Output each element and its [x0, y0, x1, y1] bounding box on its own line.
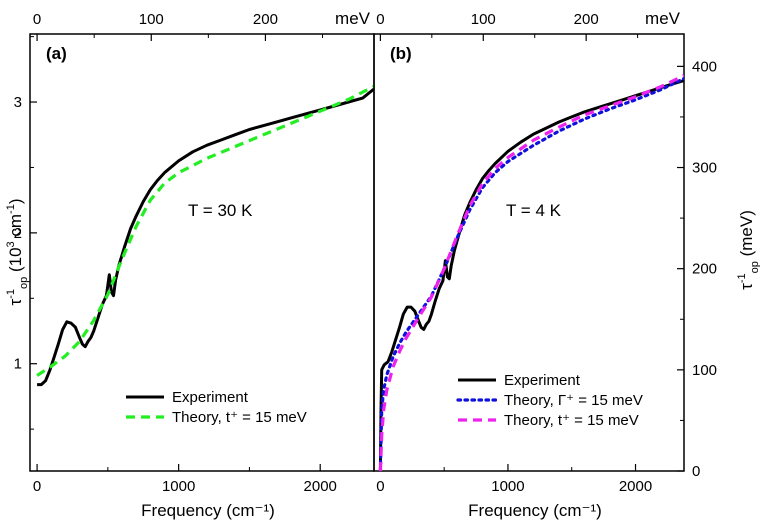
- ylabel-sup: -1: [736, 273, 748, 283]
- ylabel-tau: τ: [737, 283, 756, 290]
- ylabel-sub: op: [18, 277, 30, 289]
- temperature-annotation: T = 30 K: [188, 201, 253, 220]
- x-tick-label: 1000: [162, 478, 195, 495]
- ylabel-exp: 3: [5, 241, 17, 247]
- y-tick-label: 400: [692, 58, 717, 75]
- top-tick-label: 200: [574, 11, 599, 28]
- plot-frame-1: [373, 33, 685, 472]
- y-tick-label: 300: [692, 160, 717, 177]
- top-tick-label: 200: [253, 11, 278, 28]
- top-axis-unit: meV: [645, 9, 681, 28]
- x-tick-label: 2000: [619, 478, 652, 495]
- y-tick-label: 3: [14, 94, 22, 111]
- y-axis-label-right: τ-1op (meV): [736, 210, 760, 290]
- legend-label: Experiment: [172, 389, 249, 406]
- y-tick-label: 100: [692, 362, 717, 379]
- x-axis-label: Frequency (cm⁻¹): [141, 501, 275, 520]
- legend-label: Experiment: [504, 372, 581, 389]
- top-axis-unit: meV: [335, 9, 371, 28]
- ylabel-sup: -1: [5, 289, 17, 299]
- x-axis-label: Frequency (cm⁻¹): [468, 501, 602, 520]
- series-line-theory: [36, 84, 374, 377]
- top-tick-label: 0: [33, 11, 41, 28]
- x-tick-label: 1000: [491, 478, 524, 495]
- legend-label: Theory, t⁺ = 15 meV: [172, 409, 307, 426]
- series-line-theory: [378, 76, 684, 471]
- panel-b: 0 1000 2000 0 100 200 meV Frequency (cm⁻¹) 0 100 2…: [373, 9, 760, 520]
- y-tick-label: 0: [692, 463, 700, 480]
- ylabel-close: ): [6, 198, 25, 204]
- series-line-experiment: [378, 79, 684, 471]
- ylabel-rest: (10: [6, 247, 25, 276]
- y-tick-label: 200: [692, 261, 717, 278]
- temperature-annotation: T = 4 K: [506, 201, 562, 220]
- ylabel-sub: op: [749, 261, 760, 273]
- x-tick-label: 0: [33, 478, 41, 495]
- ylabel-rest: (meV): [737, 210, 756, 261]
- legend-label: Theory, t⁺ = 15 meV: [504, 412, 639, 429]
- ylabel-unit-sup: -1: [5, 204, 17, 214]
- ylabel-unit: cm: [6, 214, 25, 241]
- y-tick-label: 1: [14, 356, 22, 373]
- panel-label: (a): [46, 44, 67, 63]
- series-line-theory: [378, 74, 684, 471]
- top-tick-label: 100: [139, 11, 164, 28]
- x-tick-label: 2000: [304, 478, 337, 495]
- y-axis-label-left: τ-1op (103 cm-1): [5, 198, 30, 305]
- legend-label: Theory, Γ⁺ = 15 meV: [504, 392, 643, 409]
- series-line-experiment: [37, 87, 374, 387]
- x-tick-label: 0: [376, 478, 384, 495]
- panel-label: (b): [390, 44, 412, 63]
- top-tick-label: 0: [376, 11, 384, 28]
- ylabel-tau: τ: [6, 299, 25, 306]
- y-tick-label: 2: [14, 225, 22, 242]
- top-tick-label: 100: [471, 11, 496, 28]
